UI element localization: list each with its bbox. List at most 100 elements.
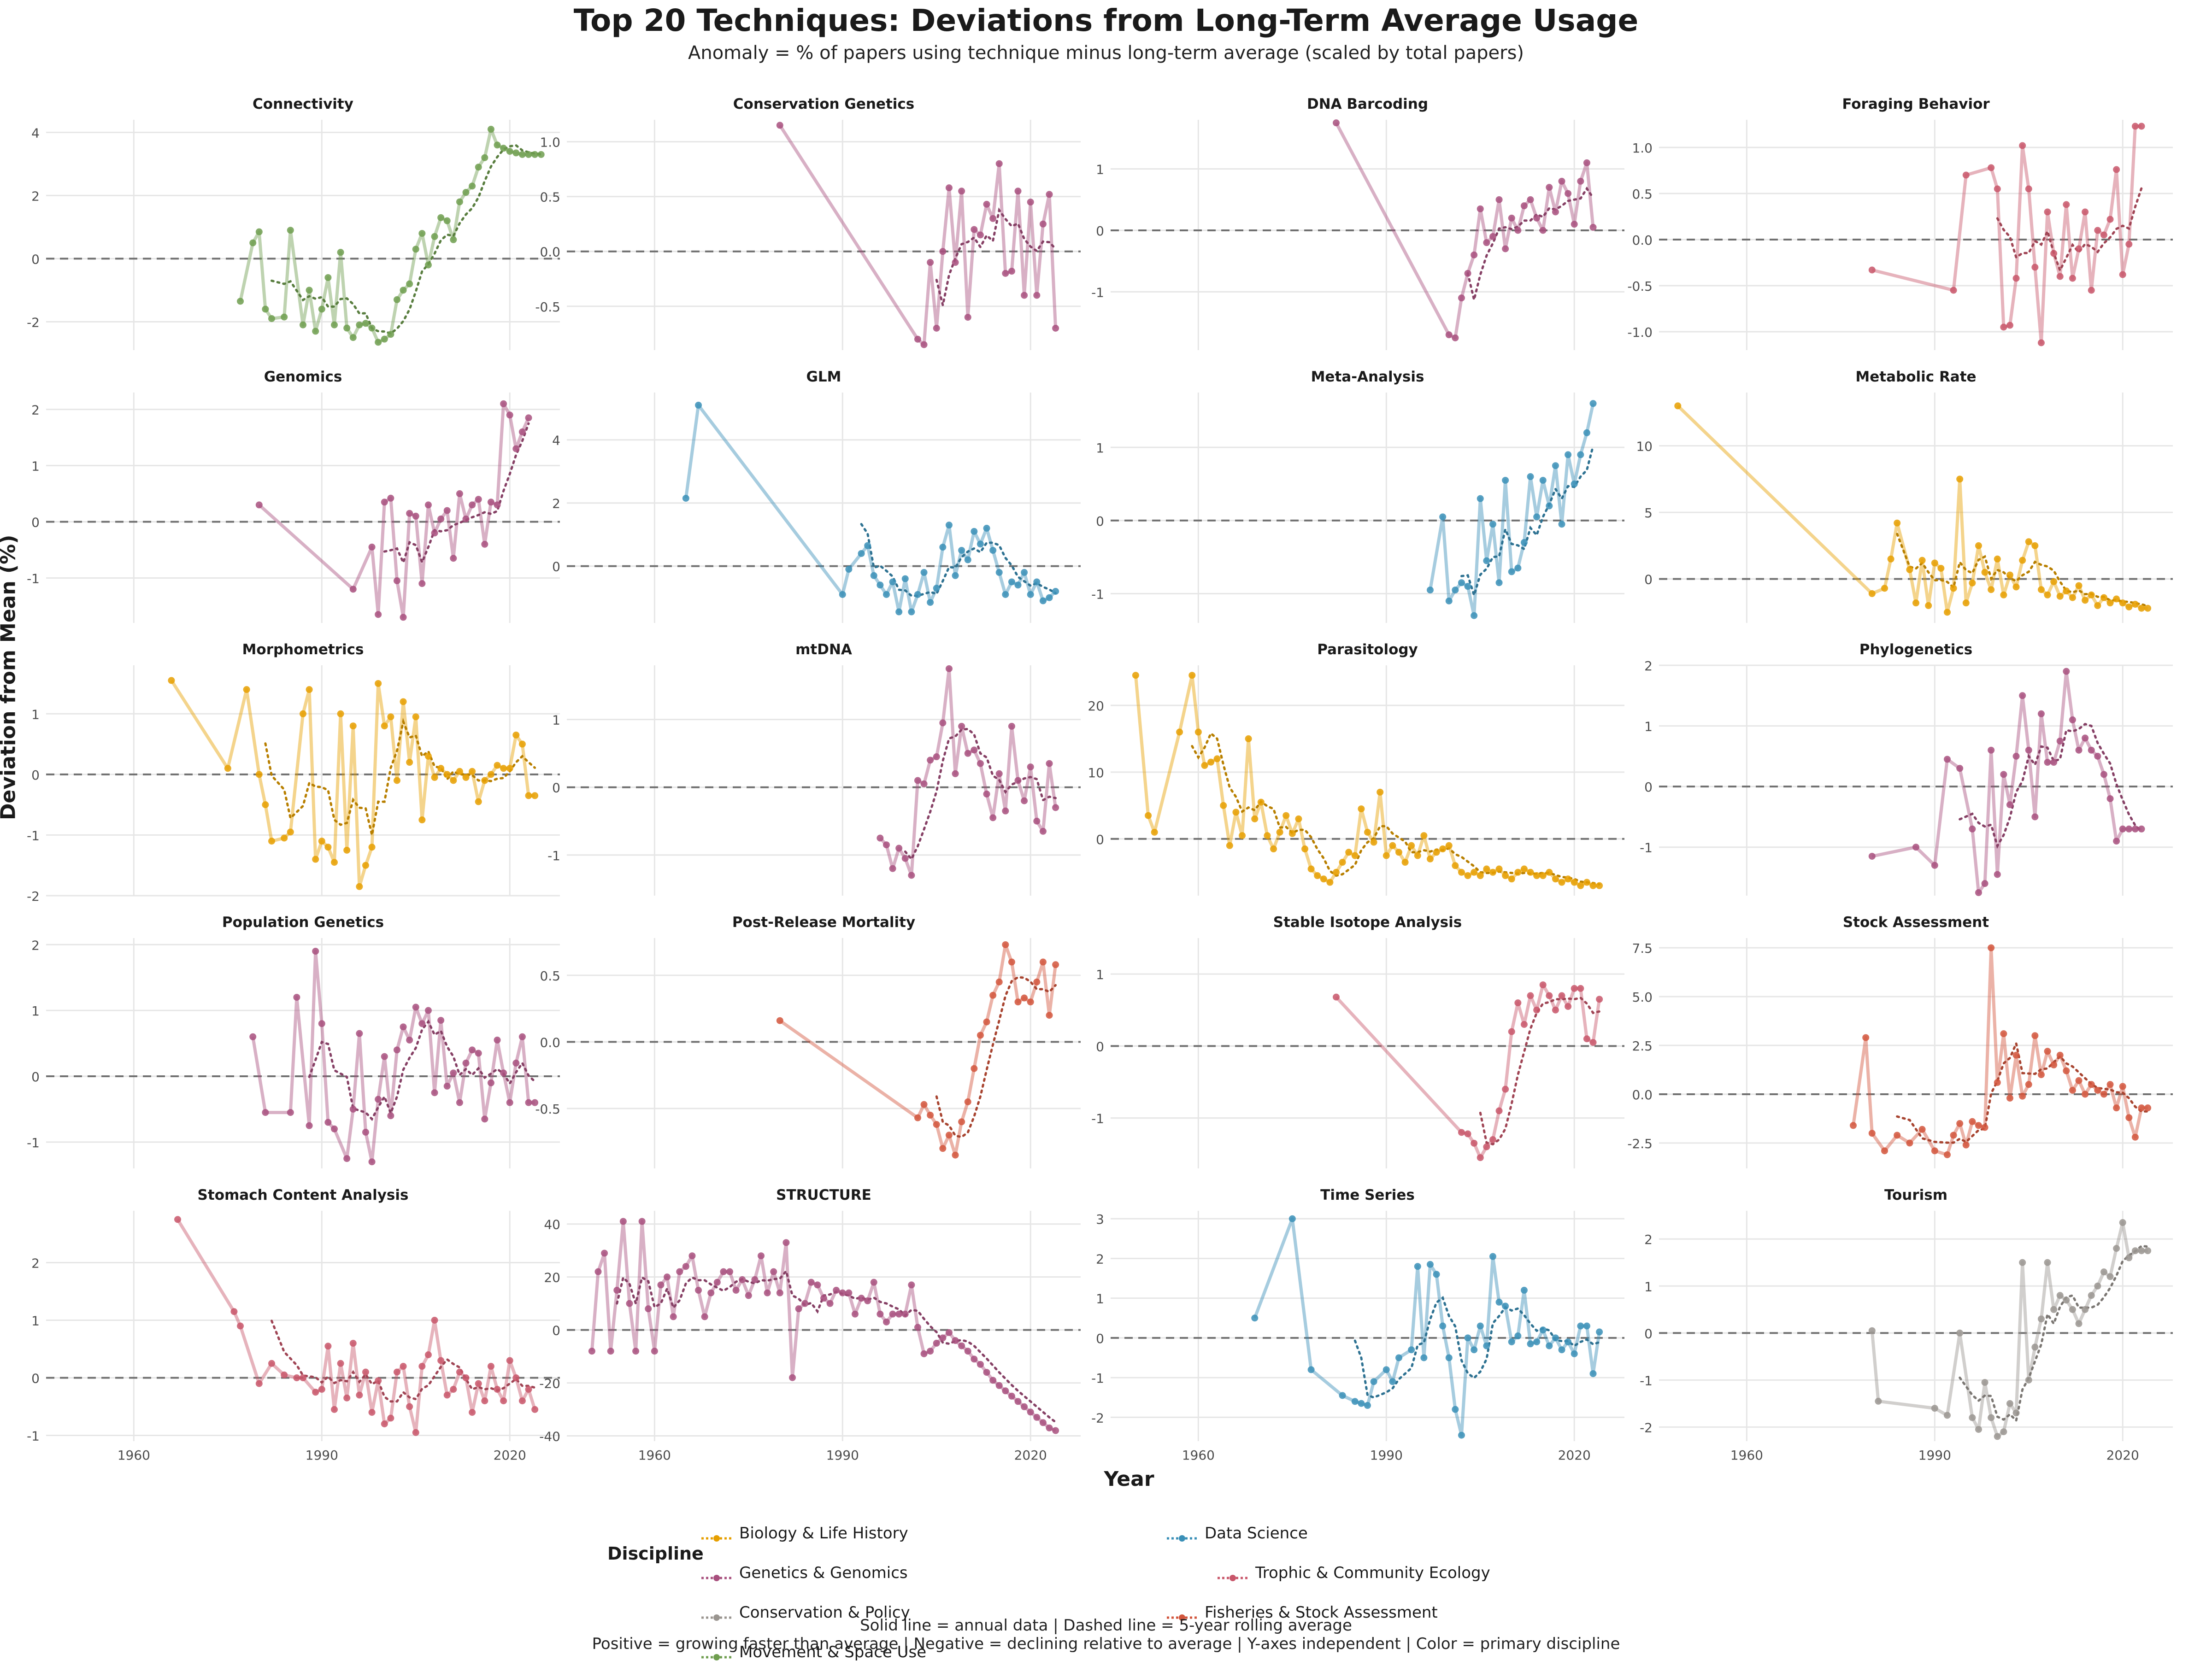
data-point bbox=[312, 1389, 319, 1396]
data-point bbox=[1307, 865, 1315, 873]
data-point bbox=[1950, 287, 1957, 294]
chart-title: Top 20 Techniques: Deviations from Long-… bbox=[573, 3, 1639, 38]
data-point bbox=[1969, 1414, 1976, 1421]
data-point bbox=[1527, 868, 1534, 876]
y-tick-label: 1 bbox=[1096, 967, 1104, 982]
y-tick-label: 1 bbox=[31, 1003, 40, 1019]
data-point bbox=[2125, 241, 2133, 248]
data-point bbox=[1489, 1136, 1496, 1143]
data-point bbox=[782, 1239, 790, 1246]
data-point bbox=[807, 1279, 815, 1286]
data-point bbox=[2131, 1247, 2139, 1255]
data-point bbox=[262, 801, 269, 809]
annual-series-line bbox=[258, 402, 530, 619]
annual-series-line bbox=[251, 950, 535, 1164]
y-tick-label: -1 bbox=[1091, 587, 1104, 602]
data-point bbox=[619, 1218, 627, 1225]
data-point bbox=[1052, 588, 1059, 595]
data-point bbox=[330, 859, 338, 866]
data-point bbox=[424, 501, 432, 509]
data-point bbox=[368, 543, 376, 551]
data-point bbox=[1931, 862, 1938, 869]
data-point bbox=[1483, 239, 1490, 246]
data-point bbox=[927, 598, 934, 606]
panel-title: mtDNA bbox=[795, 641, 852, 658]
data-point bbox=[1552, 462, 1559, 469]
data-point bbox=[2088, 746, 2095, 754]
data-point bbox=[469, 501, 476, 509]
data-point bbox=[1301, 845, 1309, 853]
data-point bbox=[1389, 1378, 1396, 1385]
data-point bbox=[1052, 961, 1059, 968]
data-point bbox=[1906, 1139, 1913, 1147]
data-point bbox=[462, 189, 470, 196]
data-point bbox=[983, 1018, 990, 1026]
data-point bbox=[720, 1268, 727, 1275]
data-point bbox=[1458, 868, 1465, 876]
annual-series-line bbox=[170, 680, 535, 888]
data-point bbox=[387, 1112, 394, 1120]
data-point bbox=[995, 569, 1003, 576]
data-point bbox=[958, 546, 965, 554]
data-point bbox=[971, 1065, 978, 1072]
data-point bbox=[977, 1032, 984, 1039]
data-point bbox=[287, 227, 294, 234]
data-point bbox=[1558, 521, 1565, 528]
data-point bbox=[958, 1342, 965, 1349]
data-point bbox=[1975, 1425, 1982, 1433]
data-point bbox=[1962, 171, 1970, 179]
legend-label: Trophic & Community Ecology bbox=[1255, 1564, 1490, 1582]
data-point bbox=[1033, 1414, 1041, 1421]
data-point bbox=[387, 331, 394, 338]
data-point bbox=[1981, 1124, 1988, 1131]
data-point bbox=[971, 1355, 978, 1363]
data-point bbox=[487, 499, 494, 506]
data-point bbox=[889, 578, 896, 586]
data-point bbox=[293, 1374, 300, 1381]
x-tick-label: 1990 bbox=[306, 1448, 338, 1463]
panel-title: Stable Isotope Analysis bbox=[1273, 914, 1462, 931]
data-point bbox=[651, 1348, 658, 1355]
data-point bbox=[2094, 227, 2101, 234]
data-point bbox=[795, 1305, 802, 1313]
data-point bbox=[1401, 859, 1409, 866]
y-tick-label: 0 bbox=[552, 1323, 560, 1338]
y-tick-label: 5.0 bbox=[1632, 990, 1653, 1005]
data-point bbox=[500, 765, 507, 772]
y-tick-label: 0 bbox=[31, 1069, 40, 1085]
data-point bbox=[1382, 1366, 1390, 1373]
data-point bbox=[1495, 865, 1503, 873]
data-point bbox=[1527, 196, 1534, 203]
data-point bbox=[1994, 555, 2001, 563]
data-point bbox=[1245, 735, 1252, 742]
data-point bbox=[2025, 538, 2032, 546]
data-point bbox=[1552, 875, 1559, 883]
data-point bbox=[400, 287, 407, 294]
data-point bbox=[1925, 602, 1932, 609]
data-point bbox=[1533, 1006, 1541, 1014]
data-point bbox=[607, 1348, 614, 1355]
data-point bbox=[1002, 270, 1009, 277]
data-point bbox=[707, 1289, 715, 1296]
data-point bbox=[1887, 555, 1894, 563]
data-point bbox=[2050, 250, 2058, 257]
data-point bbox=[826, 1300, 834, 1307]
data-point bbox=[494, 762, 501, 769]
data-point bbox=[2100, 1091, 2107, 1098]
data-point bbox=[1975, 542, 1982, 549]
y-tick-label: -2 bbox=[27, 315, 40, 330]
y-tick-label: 2 bbox=[1096, 1251, 1104, 1267]
data-point bbox=[506, 765, 513, 772]
legend-swatch bbox=[700, 1608, 733, 1621]
data-point bbox=[914, 777, 921, 784]
data-point bbox=[375, 680, 382, 687]
data-point bbox=[1333, 868, 1340, 876]
data-point bbox=[381, 722, 388, 730]
data-point bbox=[1533, 872, 1541, 880]
data-point bbox=[1364, 1402, 1371, 1409]
data-point bbox=[1988, 586, 1995, 593]
caption-line-2: Positive = growing faster than average |… bbox=[592, 1635, 1620, 1653]
data-point bbox=[1452, 334, 1459, 341]
data-point bbox=[801, 1300, 809, 1307]
legend-title: Discipline bbox=[607, 1543, 704, 1564]
